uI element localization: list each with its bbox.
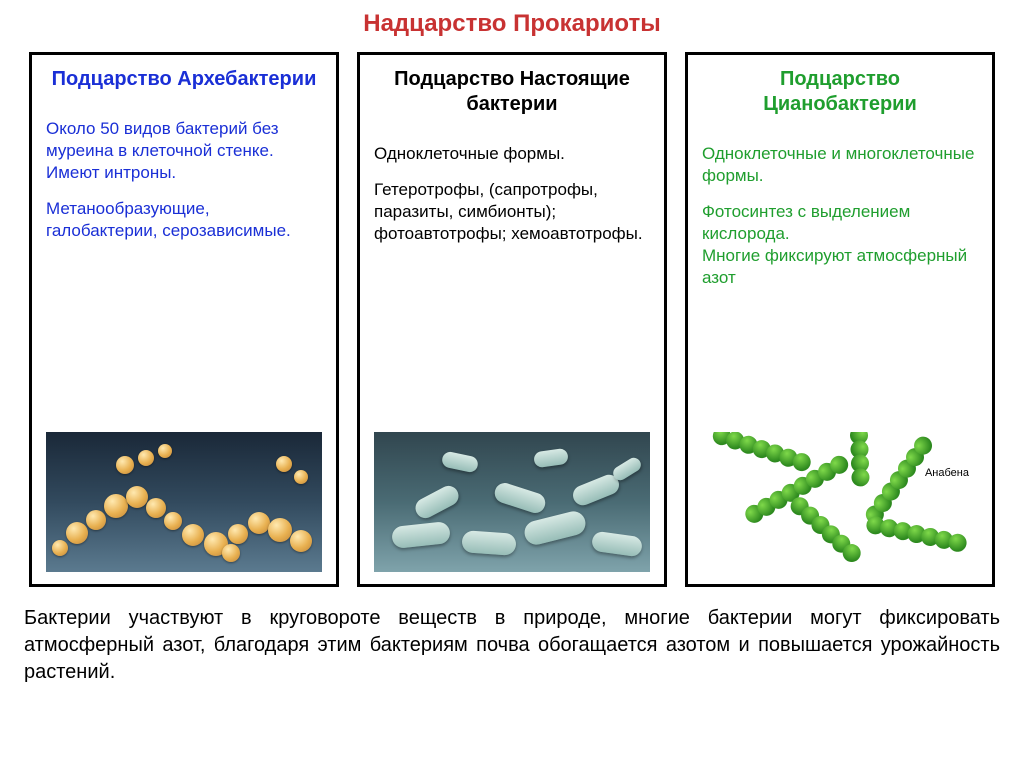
true-bacteria-image (374, 432, 650, 572)
page-title: Надцарство Прокариоты (20, 10, 1004, 38)
bottom-paragraph: Бактерии участвуют в круговороте веществ… (20, 605, 1004, 686)
column-cyanobacteria: Подцарство Цианобактерии Одноклеточные и… (685, 52, 995, 587)
anabena-label: Анабена (922, 466, 972, 480)
column-title: Подцарство Архебактерии (46, 67, 322, 92)
paragraph: Одноклеточные и многоклеточные формы. (702, 143, 978, 187)
paragraph: Метанообразующие, галобактерии, серозави… (46, 198, 322, 242)
columns-container: Подцарство Архебактерии Около 50 видов б… (20, 52, 1004, 587)
paragraph: Около 50 видов бактерий без муреина в кл… (46, 118, 322, 184)
column-title: Подцарство Настоящие бактерии (374, 67, 650, 117)
column-body: Одноклеточные формы. Гетеротрофы, (сапро… (374, 143, 650, 432)
archaebacteria-image (46, 432, 322, 572)
column-archaebacteria: Подцарство Архебактерии Около 50 видов б… (29, 52, 339, 587)
paragraph: Гетеротрофы, (сапротрофы, паразиты, симб… (374, 179, 650, 245)
column-title: Подцарство Цианобактерии (702, 67, 978, 117)
paragraph: Фотосинтез с выделением кислорода. Многи… (702, 201, 978, 289)
paragraph: Одноклеточные формы. (374, 143, 650, 165)
cyanobacteria-image: Анабена (702, 432, 978, 572)
column-body: Одноклеточные и многоклеточные формы. Фо… (702, 143, 978, 432)
column-true-bacteria: Подцарство Настоящие бактерии Одноклеточ… (357, 52, 667, 587)
column-body: Около 50 видов бактерий без муреина в кл… (46, 118, 322, 432)
